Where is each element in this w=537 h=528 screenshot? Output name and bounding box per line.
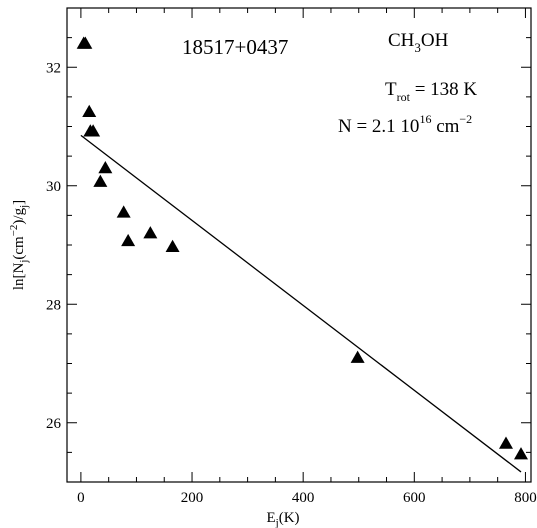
data-point-triangle [498, 436, 513, 449]
y-tick-label: 26 [46, 416, 62, 432]
plot-frame [66, 7, 532, 483]
y-tick-label: 32 [46, 60, 61, 76]
y-tick-label: 30 [46, 179, 61, 195]
column-density-label: N = 2.1 1016 cm−2 [338, 112, 472, 137]
data-point-triangle [82, 104, 97, 117]
data-point-triangle [98, 160, 113, 174]
data-point-triangle [165, 239, 180, 253]
x-tick-label: 600 [403, 490, 426, 506]
molecule-label: CH3OH [388, 30, 449, 55]
ticks-layer [67, 7, 531, 483]
fit-line [80, 134, 522, 473]
data-point-triangle [513, 447, 528, 460]
x-axis-label: Ej(K) [266, 510, 299, 528]
data-points [76, 36, 528, 460]
source-label: 18517+0437 [182, 35, 288, 59]
x-tick-label: 400 [292, 490, 315, 506]
y-tick-label: 28 [46, 297, 61, 313]
data-point-triangle [116, 205, 131, 218]
data-point-triangle [143, 226, 158, 239]
data-point-triangle [121, 233, 136, 247]
data-point-triangle [350, 350, 365, 363]
rotation-temperature-label: Trot = 138 K [385, 79, 477, 104]
x-tick-label: 0 [77, 490, 85, 506]
data-point-triangle [93, 174, 108, 187]
y-axis-label: ln[Nj(cm−2)/gj] [8, 200, 30, 290]
x-tick-label: 800 [514, 490, 537, 506]
data-point-triangle [78, 36, 93, 49]
tick-labels-layer: 0 200 400 600 800 26 28 30 32 [46, 60, 537, 506]
x-tick-label: 200 [181, 490, 204, 506]
data-point-triangle [86, 124, 101, 137]
